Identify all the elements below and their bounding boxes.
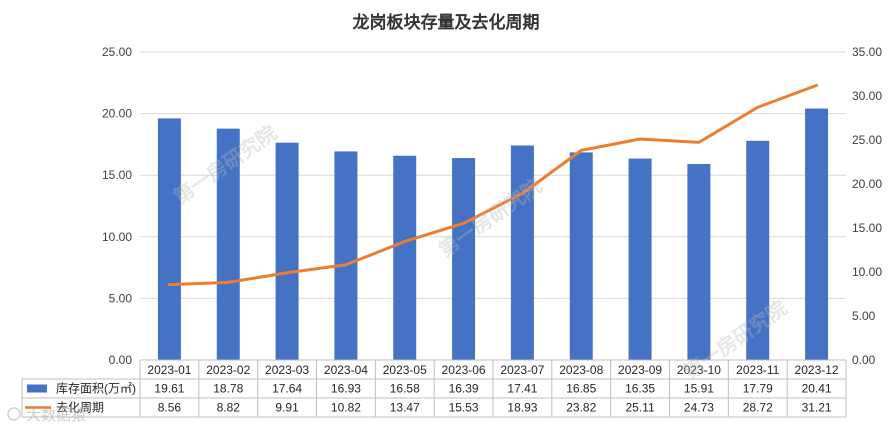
table-header-cell: 2023-07 (500, 363, 544, 377)
table-header-cell: 2023-06 (442, 363, 486, 377)
table-value-cell: 25.11 (626, 401, 655, 415)
right-tick-label: 0.00 (852, 353, 876, 367)
table-value-cell: 15.91 (684, 382, 714, 396)
table-value-cell: 19.61 (154, 382, 184, 396)
right-tick-label: 5.00 (852, 309, 876, 323)
left-axis: 0.00 5.00 10.00 15.00 20.00 25.00 (102, 45, 132, 367)
table-value-cell: 16.93 (331, 382, 361, 396)
legend-label: 库存面积(万㎡) (56, 381, 136, 396)
table-header-cell: 2023-03 (265, 363, 309, 377)
table-value-cell: 17.64 (272, 382, 302, 396)
left-tick-label: 10.00 (102, 230, 132, 244)
logo-text: 大数据猿 (26, 406, 86, 424)
table-value-cell: 28.72 (743, 401, 773, 415)
right-axis: 0.00 5.00 10.00 15.00 20.00 25.00 30.00 35.00 (852, 45, 882, 367)
table-value-cell: 24.73 (684, 401, 714, 415)
bar (628, 158, 652, 360)
table-header-cell: 2023-01 (147, 363, 191, 377)
table-header-cell: 2023-11 (736, 363, 779, 377)
table-header-cell: 2023-10 (677, 363, 721, 377)
table-header-cell: 2023-12 (795, 363, 839, 377)
right-tick-label: 20.00 (852, 177, 882, 191)
left-tick-label: 15.00 (102, 168, 132, 182)
line-series (167, 83, 819, 287)
table-value-cell: 20.41 (802, 382, 832, 396)
logo: 大数据猿 (7, 406, 86, 424)
table-value-cell: 16.39 (449, 382, 479, 396)
left-tick-label: 25.00 (102, 45, 132, 59)
chart-title: 龙岗板块存量及去化周期 (352, 12, 540, 33)
table-header-cell: 2023-09 (618, 363, 662, 377)
series-line (167, 83, 819, 287)
table-value-cell: 17.79 (743, 382, 773, 396)
table-value-cell: 9.91 (275, 401, 299, 415)
bar-series (157, 108, 829, 360)
bar (393, 155, 417, 360)
table-header-cell: 2023-02 (206, 363, 250, 377)
legend-label: 去化周期 (56, 401, 104, 415)
table-value-cell: 8.56 (158, 401, 182, 415)
bar (334, 151, 358, 360)
bar (216, 128, 240, 360)
bar (275, 142, 299, 360)
table-value-cell: 17.41 (507, 382, 537, 396)
table-value-cell: 8.82 (217, 401, 241, 415)
table-value-cell: 16.85 (566, 382, 596, 396)
table-value-cell: 10.82 (331, 401, 361, 415)
table-value-cell: 23.82 (566, 401, 596, 415)
table-value-cell: 16.58 (390, 382, 420, 396)
table-header-cell: 2023-08 (559, 363, 603, 377)
right-tick-label: 35.00 (852, 45, 882, 59)
left-tick-label: 5.00 (109, 291, 133, 305)
table-value-cell: 13.47 (390, 401, 420, 415)
legend-swatch-bar (27, 384, 47, 393)
table-value-cell: 16.35 (625, 382, 655, 396)
bar (157, 118, 181, 360)
bar (746, 140, 770, 360)
right-tick-label: 25.00 (852, 133, 882, 147)
bar (510, 145, 534, 360)
left-tick-label: 0.00 (109, 353, 133, 367)
bar (452, 158, 476, 360)
bar (569, 152, 593, 360)
data-table: 2023-01 2023-02 2023-03 2023-04 2023-05 2023-… (21, 359, 847, 418)
table-value-cell: 18.93 (507, 401, 537, 415)
left-tick-label: 20.00 (102, 107, 132, 121)
right-tick-label: 15.00 (852, 221, 882, 235)
logo-icon (7, 407, 21, 421)
table-value-cell: 31.21 (802, 401, 832, 415)
bar (805, 108, 829, 360)
right-tick-label: 30.00 (852, 89, 882, 103)
table-header-cell: 2023-05 (383, 363, 427, 377)
table-value-cell: 18.78 (213, 382, 243, 396)
table-value-cell: 15.53 (449, 401, 479, 415)
right-tick-label: 10.00 (852, 265, 882, 279)
table-header-cell: 2023-04 (324, 363, 368, 377)
bar (687, 163, 711, 360)
